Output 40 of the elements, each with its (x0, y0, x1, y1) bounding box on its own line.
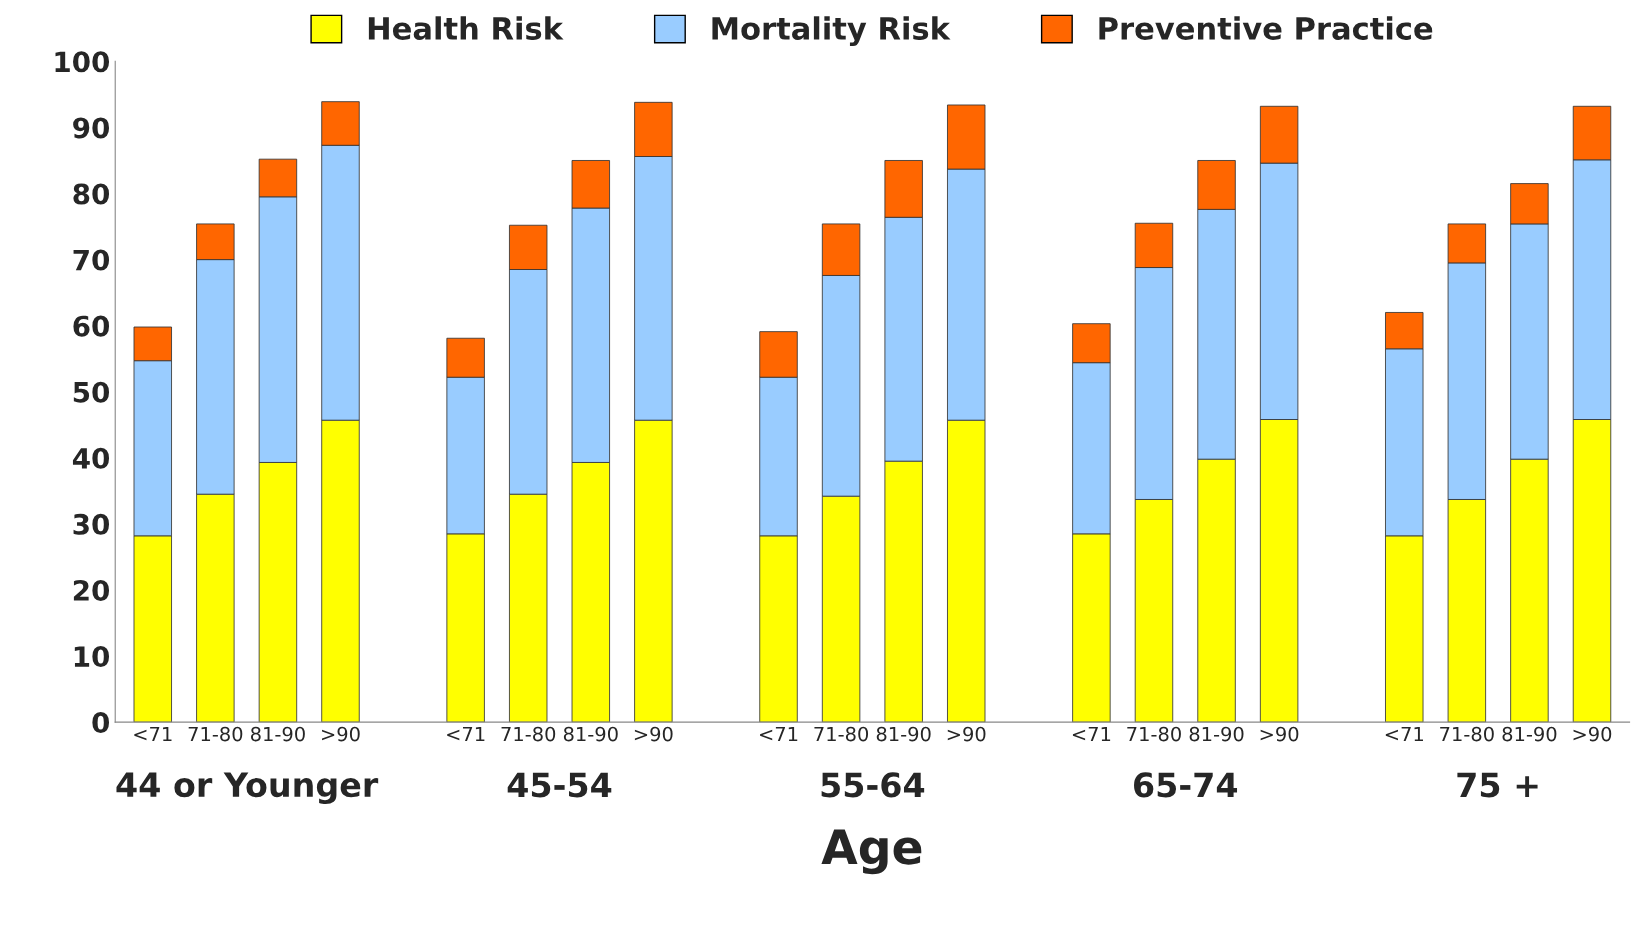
x-tick-label: 71-80 (1440, 726, 1494, 742)
x-tick-label: 81-90 (1189, 726, 1244, 742)
x-tick-label: 81-90 (250, 726, 305, 742)
y-tick-label: 100 (55, 51, 110, 73)
x-tick-label: >90 (947, 726, 986, 742)
y-tick-label: 0 (92, 712, 110, 734)
x-tick-label: <71 (134, 726, 172, 742)
x-tick-label: <71 (447, 726, 485, 742)
y-tick-label: 30 (73, 513, 110, 535)
x-axis-title: Age (821, 829, 922, 875)
x-tick-label: 81-90 (563, 726, 618, 742)
x-tick-label: 71-80 (814, 726, 869, 742)
text: 65-74 (1134, 772, 1238, 798)
x-tick-label: <71 (760, 726, 798, 742)
x-tick-label: 71-80 (188, 726, 243, 742)
x-tick-label: 71-80 (501, 726, 556, 742)
legend-label: Preventive Practice (1099, 16, 1433, 40)
y-tick-label: 80 (73, 183, 110, 205)
text: 45-54 (507, 772, 612, 798)
text: 44 or Younger (116, 772, 379, 804)
y-tick-label: 50 (73, 381, 110, 403)
x-tick-label: <71 (1385, 726, 1423, 742)
legend-label: Mortality Risk (712, 16, 951, 47)
x-tick-label: <71 (1072, 726, 1111, 742)
x-tick-label: >90 (322, 726, 360, 742)
x-tick-label: 71-80 (1127, 726, 1181, 742)
x-tick-label: 81-90 (876, 726, 931, 742)
legend-label: Health Risk (368, 16, 564, 40)
y-tick-label: 90 (73, 117, 110, 139)
y-tick-label: 10 (74, 646, 110, 668)
y-tick-label: 40 (72, 447, 110, 469)
x-tick-label: 81-90 (1502, 726, 1557, 742)
y-tick-label: 20 (73, 579, 110, 601)
x-tick-label: >90 (1573, 726, 1612, 742)
x-tick-label: >90 (1260, 726, 1299, 742)
x-tick-label: >90 (634, 726, 673, 742)
text: 75 + (1457, 772, 1538, 798)
text: 55-64 (821, 772, 925, 798)
y-tick-label: 70 (73, 249, 110, 271)
y-tick-label: 60 (73, 315, 110, 337)
